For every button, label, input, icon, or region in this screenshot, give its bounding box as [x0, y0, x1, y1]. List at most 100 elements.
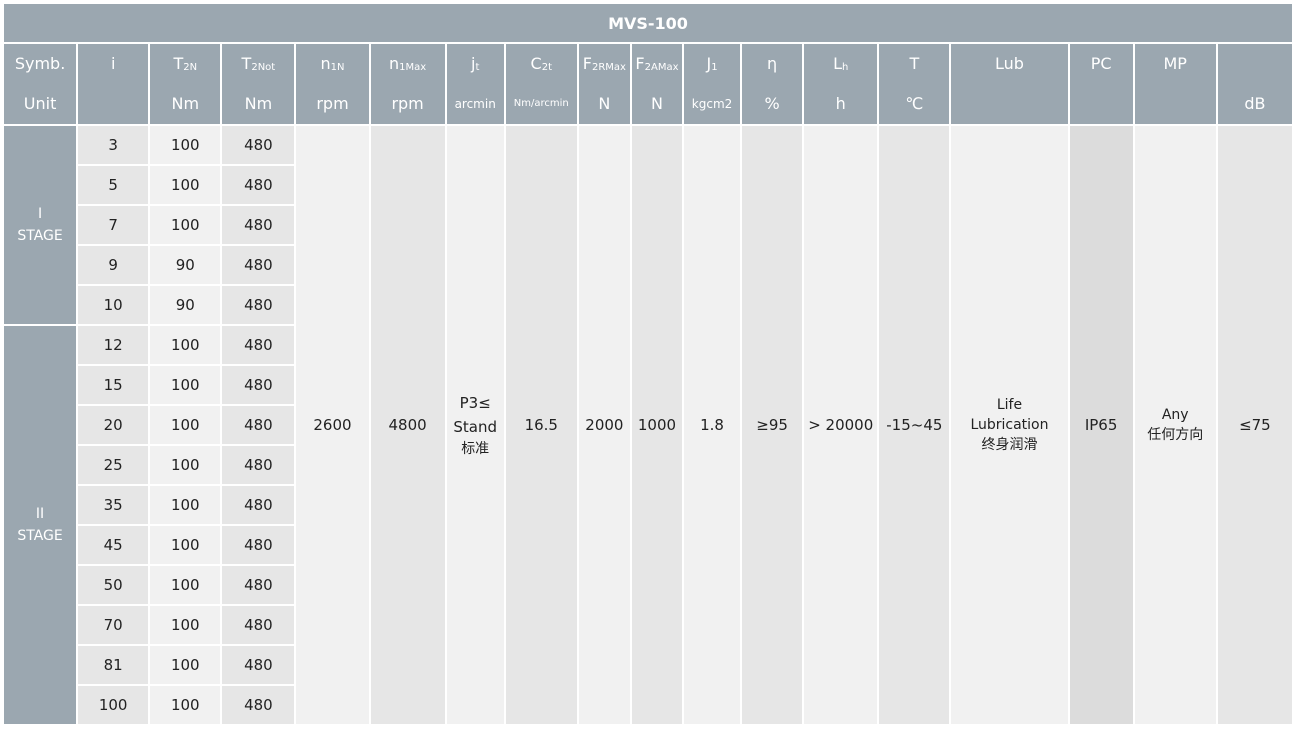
header-unit: arcmin: [454, 97, 496, 111]
t2n-cell: 100: [150, 166, 221, 204]
symbol-text: η: [767, 54, 778, 73]
mp-line-1: Any: [1161, 407, 1189, 423]
symbol-text: j: [471, 54, 476, 73]
header-unit: Nm: [244, 94, 273, 113]
symbol-text: L: [833, 54, 843, 73]
header-cell: i: [78, 44, 149, 124]
symbol-text: MP: [1163, 54, 1187, 73]
ratio-cell: 25: [78, 446, 149, 484]
f2r-value: 2000: [585, 416, 624, 434]
t2not-cell: 480: [222, 126, 295, 164]
header-unit: [1135, 84, 1216, 124]
table-row: 35 100 480: [4, 486, 1292, 524]
header-cell: PC: [1069, 44, 1133, 124]
eta-cell: ≥95: [742, 126, 803, 724]
t2not-cell: 480: [222, 366, 295, 404]
lh-value: > 20000: [808, 416, 874, 434]
header-unit: rpm: [391, 94, 424, 113]
header-unit: N: [650, 94, 663, 113]
table-row: 70 100 480: [4, 606, 1292, 644]
eta-value: ≥95: [756, 416, 788, 434]
t2not-cell: 480: [222, 486, 295, 524]
n1max-cell: 4800: [370, 126, 445, 724]
header-symbol: [1218, 44, 1292, 84]
ratio-cell: 45: [78, 526, 149, 564]
c2t-cell: 16.5: [505, 126, 577, 724]
header-symbol: F2AMax: [632, 44, 682, 84]
ratio-cell: 7: [78, 206, 149, 244]
table-title: MVS-100: [4, 4, 1292, 42]
lub-line-3: 终身润滑: [981, 437, 1038, 453]
table-row: 50 100 480: [4, 566, 1292, 604]
symbol-text: Lub: [995, 54, 1024, 73]
n1n-value: 2600: [313, 416, 352, 434]
symbol-subscript: 2N: [183, 62, 198, 73]
temp-value: -15~45: [886, 416, 943, 434]
lub-line-1: Life: [996, 397, 1023, 413]
stage-cell: I STAGE: [4, 126, 77, 324]
table-row: 9 90 480: [4, 246, 1292, 284]
ratio-cell: 81: [78, 646, 149, 684]
header-unit: kgcm2: [691, 97, 733, 111]
symbol-text: n: [389, 54, 400, 73]
jt-line-3: 标准: [461, 441, 490, 457]
t2n-cell: 100: [150, 566, 221, 604]
header-symbol: C2t: [506, 44, 577, 84]
t2n-cell: 100: [150, 646, 221, 684]
table-row: I STAGE 3 100 480 2600 4800 P3≤ Stand 标准 16.5 2000 1…: [4, 126, 1292, 724]
header-symbol: i: [78, 44, 148, 84]
table-row: 45 100 480: [4, 526, 1292, 564]
symbol-subscript: 1: [711, 62, 718, 73]
n1max-value: 4800: [388, 416, 427, 434]
t2not-cell: 480: [222, 326, 295, 364]
symbol-text: T: [173, 54, 184, 73]
n1n-cell: 2600: [296, 126, 369, 724]
temp-cell: -15~45: [879, 126, 950, 724]
header-symbol: Symb.: [4, 44, 76, 84]
header-unit: N: [598, 94, 611, 113]
symbol-subscript: 2RMax: [591, 62, 626, 73]
table-row: 25 100 480: [4, 446, 1292, 484]
symbol-text: T: [909, 54, 920, 73]
header-symbol: F2RMax: [579, 44, 630, 84]
jt-cell: P3≤ Stand 标准: [446, 126, 504, 724]
ratio-cell: 70: [78, 606, 149, 644]
stage-label: STAGE: [17, 528, 63, 544]
header-cell: T2Not Nm: [222, 44, 295, 124]
symbol-text: J: [706, 54, 712, 73]
header-symbol: n1N: [296, 44, 368, 84]
mp-line-2: 任何方向: [1147, 427, 1204, 443]
lub-line-2: Lubrication: [970, 417, 1049, 433]
header-unit: rpm: [316, 94, 349, 113]
header-cell: dB: [1217, 44, 1292, 124]
header-symbol: T: [879, 44, 949, 84]
header-cell: Lh h: [804, 44, 878, 124]
ratio-cell: 12: [78, 326, 149, 364]
symbol-subscript: t: [475, 62, 480, 73]
t2not-cell: 480: [222, 686, 295, 724]
t2n-cell: 100: [150, 446, 221, 484]
t2n-cell: 90: [150, 246, 221, 284]
symbol-subscript: 2AMax: [644, 62, 679, 73]
t2n-cell: 100: [150, 486, 221, 524]
ratio-cell: 10: [78, 286, 149, 324]
table-row: II STAGE 12 100 480: [4, 326, 1292, 724]
header-symbol: η: [742, 44, 802, 84]
table-row: 100 100 480: [4, 686, 1292, 724]
header-unit: %: [764, 94, 780, 113]
header-symbol: T2Not: [222, 44, 294, 84]
f2r-cell: 2000: [578, 126, 630, 724]
header-cell: T2N Nm: [150, 44, 221, 124]
table-row: 7 100 480: [4, 206, 1292, 244]
ratio-cell: 20: [78, 406, 149, 444]
header-unit: ℃: [905, 94, 924, 113]
header-cell: jt arcmin: [446, 44, 504, 124]
header-unit: dB: [1244, 94, 1266, 113]
header-unit: [951, 84, 1067, 124]
header-symbol: n1Max: [371, 44, 445, 84]
header-symbol: Lub: [951, 44, 1067, 84]
ratio-cell: 9: [78, 246, 149, 284]
c2t-value: 16.5: [524, 416, 558, 434]
t2n-cell: 90: [150, 286, 221, 324]
symbol-subscript: h: [842, 62, 849, 73]
